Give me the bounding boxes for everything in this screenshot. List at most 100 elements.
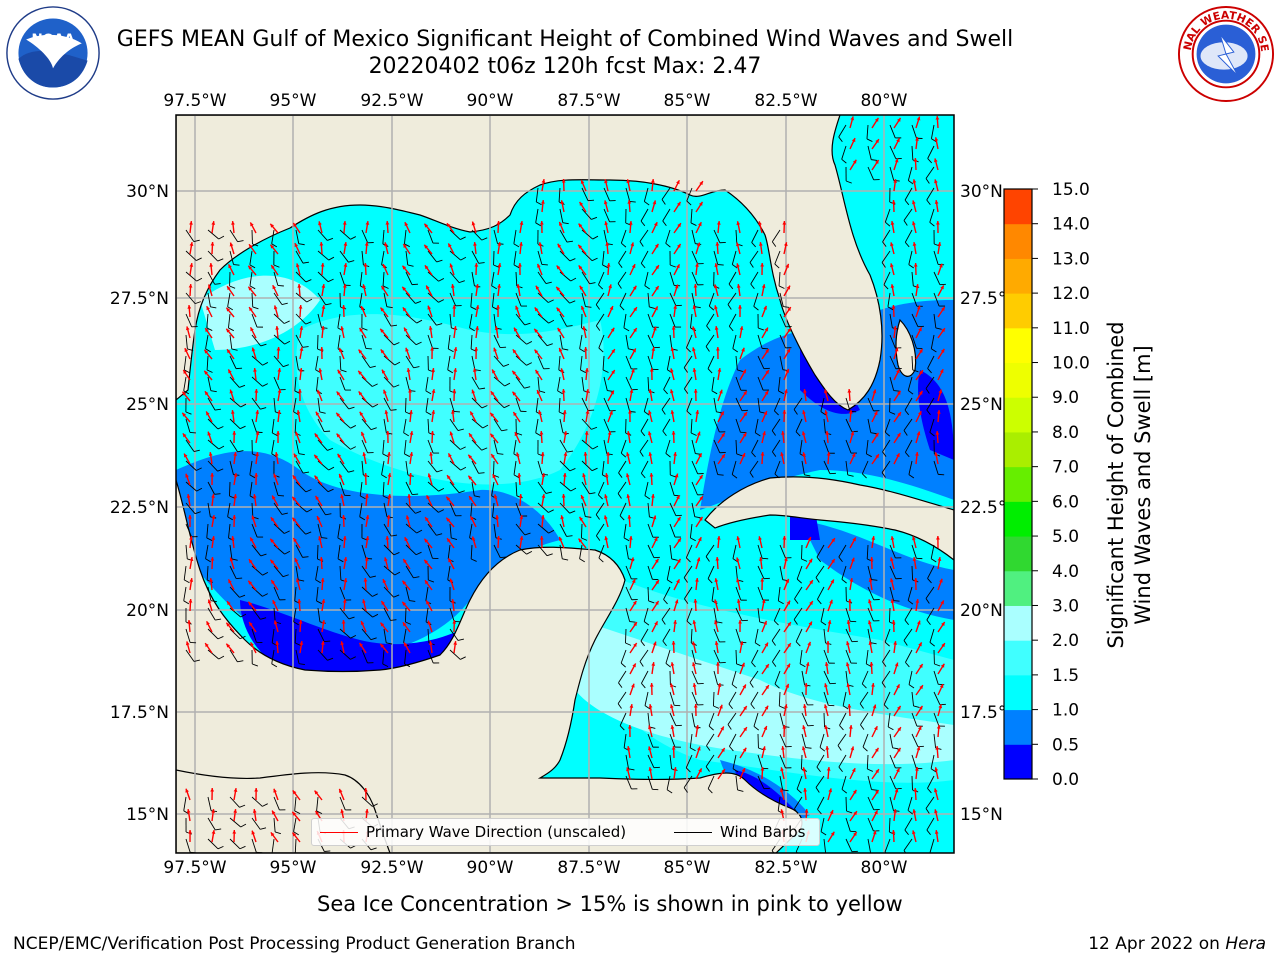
vector-cell <box>425 389 436 416</box>
vector-cell <box>933 285 946 307</box>
vector-cell <box>359 472 368 500</box>
legend-item-wind-barbs: Wind Barbs <box>674 823 805 841</box>
vector-cell <box>602 348 616 373</box>
vector-cell <box>647 285 660 310</box>
vector-cell <box>317 262 334 283</box>
vector-cell <box>625 179 636 203</box>
vector-cell <box>623 306 638 332</box>
vector-cell <box>881 662 899 688</box>
vector-cell <box>491 263 502 290</box>
land-mexico-east <box>176 479 803 853</box>
vector-cell <box>379 307 398 327</box>
vector-cell <box>249 326 267 347</box>
vector-cell <box>625 746 635 771</box>
vector-cell <box>579 285 592 308</box>
vector-cell <box>272 284 288 305</box>
vector-cell <box>315 411 331 433</box>
vector-cell <box>247 265 257 290</box>
vector-cell <box>867 768 880 791</box>
lon-tick-top: 87.5°W <box>557 91 620 111</box>
vector-cell <box>204 327 213 353</box>
vector-cell <box>757 725 768 751</box>
vector-cell <box>705 535 721 562</box>
vector-cell <box>382 473 392 499</box>
lat-tick-right: 15°N <box>960 805 1003 825</box>
vector-cell <box>358 349 376 368</box>
vector-cell <box>427 326 439 349</box>
vector-cell <box>269 223 279 248</box>
vector-cell <box>423 538 439 560</box>
vector-cell <box>732 536 741 563</box>
vector-cell <box>558 347 565 373</box>
vector-cell <box>925 158 939 184</box>
vector-cell <box>405 388 412 415</box>
vector-cell <box>229 242 240 266</box>
vector-cell <box>867 138 880 161</box>
vector-cell <box>270 264 284 287</box>
map-area <box>176 115 954 853</box>
vector-cell <box>691 495 704 519</box>
vector-cell <box>757 599 766 624</box>
vector-cell <box>424 516 443 536</box>
vector-cell <box>911 348 924 373</box>
vector-cell <box>317 221 334 241</box>
vector-cell <box>639 641 657 667</box>
vector-cell <box>911 116 923 139</box>
vector-cell <box>273 452 280 478</box>
vector-cell <box>773 389 788 416</box>
vector-cell <box>887 284 895 311</box>
vector-cell <box>251 431 260 457</box>
vector-cell <box>185 283 201 305</box>
vector-cell <box>471 262 481 288</box>
vector-cell <box>337 369 352 391</box>
vector-cell <box>889 368 901 392</box>
vector-cell <box>643 389 653 416</box>
vector-cell <box>251 494 259 520</box>
vector-cell <box>205 411 224 430</box>
vector-cell <box>273 473 285 497</box>
grid <box>176 115 954 853</box>
vector-cell <box>228 514 237 542</box>
vector-cell <box>842 683 851 710</box>
vector-cell <box>647 579 660 604</box>
vector-cell <box>771 409 787 436</box>
vector-cell <box>291 811 301 836</box>
vector-cell <box>751 431 766 458</box>
vector-cell <box>644 472 654 500</box>
colorbar-segment <box>1004 640 1032 676</box>
vector-cell <box>359 493 369 521</box>
colorbar-tick-label: 5.0 <box>1052 527 1079 547</box>
vector-cell <box>579 326 587 353</box>
vector-cell <box>227 494 238 521</box>
vector-cell <box>643 600 660 626</box>
vector-cell <box>644 264 660 290</box>
vector-cell <box>446 474 465 494</box>
colorbar-tick-label: 4.0 <box>1052 562 1079 582</box>
vector-cell <box>728 684 747 710</box>
vector-cell <box>449 619 464 641</box>
vector-cell <box>931 115 940 143</box>
vector-cell <box>907 369 924 395</box>
vector-cell <box>295 263 312 283</box>
vector-cell <box>248 306 263 328</box>
vector-cell <box>404 536 422 556</box>
vector-cell <box>867 620 877 645</box>
colorbar-label-line2: Wind Waves and Swell [m] <box>1131 345 1155 625</box>
vector-cell <box>662 410 675 437</box>
vector-cell <box>860 704 877 730</box>
vector-cell <box>757 305 768 331</box>
vector-cell <box>889 347 902 370</box>
vector-cell <box>449 641 466 660</box>
colorbar-tick-label: 9.0 <box>1052 388 1079 408</box>
vector-cell <box>427 473 445 492</box>
vector-cell <box>823 640 835 664</box>
vector-cell <box>271 410 281 437</box>
vector-cell <box>270 579 286 601</box>
vector-cell <box>361 577 378 597</box>
lon-tick-top: 80°W <box>861 91 908 111</box>
lon-tick-bottom: 80°W <box>861 858 908 878</box>
colorbar-tick-label: 13.0 <box>1052 249 1090 269</box>
vector-cell <box>403 642 411 668</box>
vector-cell <box>206 620 224 640</box>
vector-cell <box>927 137 939 164</box>
